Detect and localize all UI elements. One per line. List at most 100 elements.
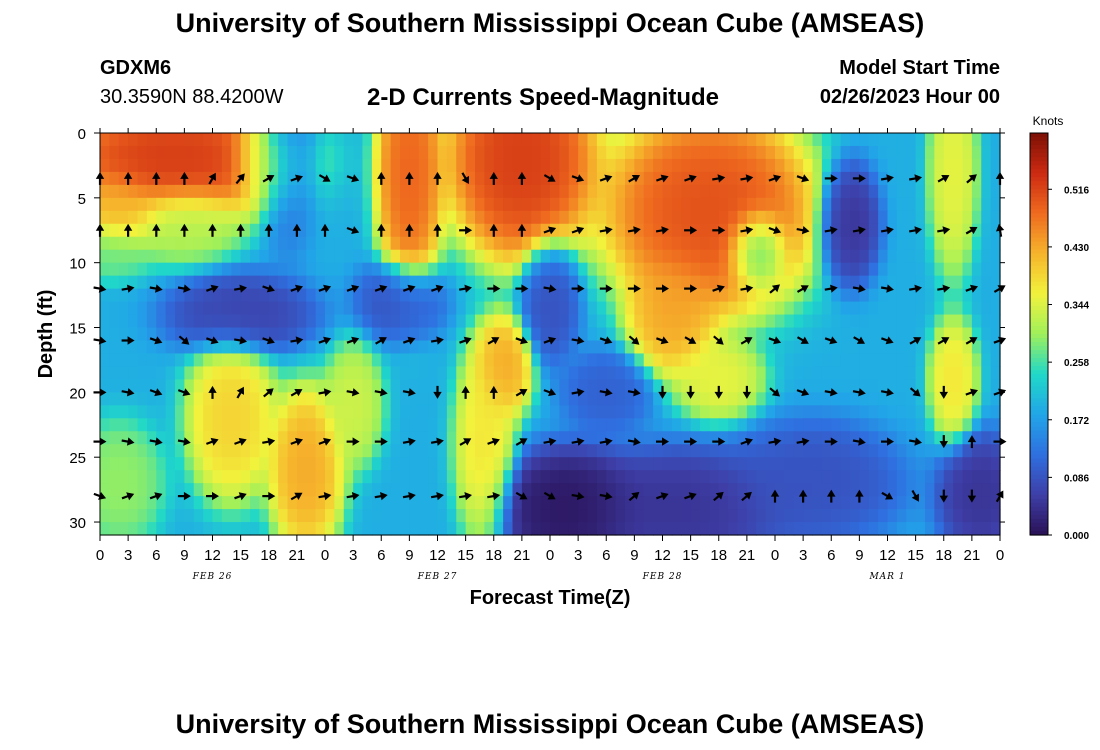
heatmap-cell (812, 145, 823, 160)
heatmap-cell (662, 223, 673, 238)
heatmap-cell (559, 184, 570, 199)
heatmap-cell (493, 444, 504, 458)
arrow-head (829, 336, 838, 345)
current-arrow (880, 284, 894, 293)
heatmap-cell (362, 171, 373, 186)
heatmap-cell (925, 405, 935, 419)
colorbar-segment (1030, 366, 1048, 371)
heatmap-cell (418, 197, 429, 212)
heatmap-cell (887, 431, 898, 445)
heatmap-cell (531, 353, 542, 368)
heatmap-cell (643, 145, 654, 160)
heatmap-cell (990, 133, 1001, 147)
heatmap-cell (971, 171, 982, 186)
colorbar-segment (1030, 185, 1048, 190)
heatmap-cell (550, 431, 560, 445)
heatmap-cell (268, 236, 279, 251)
heatmap-cell (175, 301, 185, 316)
heatmap-cell (615, 288, 626, 303)
heatmap-cell (990, 262, 1001, 277)
heatmap-cell (850, 327, 860, 342)
arrow-head (885, 336, 894, 345)
arrow-head (208, 385, 217, 393)
heatmap-cell (681, 314, 692, 329)
heatmap-cell (146, 158, 157, 173)
arrow-head (212, 491, 219, 501)
heatmap-cell (137, 496, 148, 510)
heatmap-cell (325, 184, 335, 199)
heatmap-cell (512, 210, 523, 225)
heatmap-cell (746, 327, 757, 342)
heatmap-cell (709, 444, 720, 458)
heatmap-cell (934, 366, 945, 380)
current-arrow (798, 489, 808, 503)
colorbar-segment (1030, 177, 1048, 182)
heatmap-cell (212, 288, 223, 303)
heatmap-cell (250, 262, 260, 277)
heatmap-cell (531, 158, 542, 173)
heatmap-cell (484, 133, 495, 147)
heatmap-cell (568, 405, 579, 419)
current-arrow (517, 223, 527, 237)
colorbar-segment (1030, 354, 1048, 359)
heatmap-cell (531, 444, 542, 458)
heatmap-cell (700, 184, 710, 199)
current-arrow (852, 284, 866, 293)
heatmap-cell (287, 327, 298, 342)
heatmap-cell (681, 288, 692, 303)
heatmap-cell (587, 223, 598, 238)
heatmap-cell (850, 340, 860, 355)
heatmap-cell (287, 184, 298, 199)
heatmap-cell (765, 431, 776, 445)
heatmap-cell (146, 262, 157, 277)
heatmap-cell (803, 314, 814, 329)
heatmap-cell (915, 522, 926, 536)
heatmap-cell (784, 457, 795, 471)
heatmap-cell (728, 133, 739, 147)
heatmap-cell (821, 496, 832, 510)
heatmap-cell (315, 379, 326, 393)
heatmap-cell (615, 431, 626, 445)
heatmap-cell (887, 509, 898, 523)
colorbar-segment (1030, 406, 1048, 411)
heatmap-cell (606, 522, 617, 536)
heatmap-cell (184, 392, 195, 406)
heatmap-cell (671, 366, 682, 380)
heatmap-cell (953, 418, 964, 432)
heatmap-cells (100, 133, 1001, 536)
heatmap-cell (990, 249, 1001, 264)
colorbar-tick-label: 0.172 (1064, 416, 1089, 427)
colorbar-segment (1030, 454, 1048, 460)
heatmap-cell (203, 366, 214, 380)
current-arrow (965, 337, 978, 345)
heatmap-cell (775, 340, 785, 355)
heatmap-cell (128, 145, 139, 160)
colorbar-segment (1030, 313, 1048, 319)
heatmap-cell (390, 327, 401, 342)
heatmap-cell (381, 379, 392, 393)
arrow-head (408, 437, 416, 446)
current-arrow (405, 223, 414, 237)
heatmap-cell (362, 288, 373, 303)
colorbar-segment (1030, 426, 1048, 432)
heatmap-cell (915, 223, 926, 238)
heatmap-cell (203, 431, 214, 445)
arrow-head (939, 391, 948, 399)
current-arrow (599, 336, 613, 345)
heatmap-cell (475, 379, 485, 393)
heatmap-cell (821, 483, 832, 497)
heatmap-cell (793, 262, 804, 277)
heatmap-cell (540, 249, 551, 264)
heatmap-cell (953, 275, 964, 290)
heatmap-cell (568, 314, 579, 329)
heatmap-cell (259, 197, 270, 212)
heatmap-cell (212, 223, 223, 238)
heatmap-cell (737, 483, 748, 497)
colorbar-segment (1030, 237, 1048, 243)
heatmap-cell (109, 275, 120, 290)
heatmap-cell (296, 184, 307, 199)
heatmap-cell (596, 171, 607, 186)
colorbar-segment (1030, 498, 1048, 504)
heatmap-cell (990, 353, 1001, 368)
arrow-head (405, 223, 414, 231)
